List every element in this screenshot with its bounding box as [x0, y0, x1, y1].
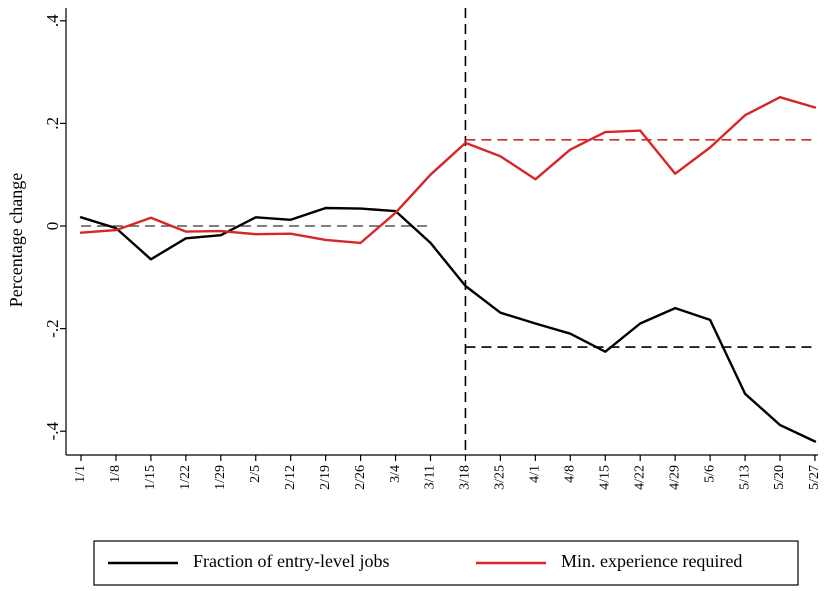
legend: Fraction of entry-level jobs Min. experi… — [93, 540, 799, 586]
x-tick-label: 4/22 — [632, 465, 647, 490]
x-tick-label: 4/29 — [667, 465, 682, 490]
y-tick-label: .2 — [43, 117, 62, 130]
x-axis: 1/1 1/8 1/15 1/22 1/29 2/5 2/12 2/19 2/26 3/4 3/11… — [73, 455, 822, 490]
x-tick-label: 1/22 — [178, 465, 193, 490]
x-tick-label: 5/6 — [702, 465, 717, 483]
reference-lines — [81, 8, 817, 455]
y-tick-label: .4 — [43, 14, 62, 27]
x-tick-label: 5/13 — [737, 465, 752, 490]
y-tick-label: -.2 — [43, 319, 62, 337]
legend-label-entry-level: Fraction of entry-level jobs — [193, 551, 389, 571]
series-line-min-experience — [79, 95, 817, 245]
x-tick-label: 1/8 — [108, 465, 123, 483]
y-axis: .4 .2 0 -.2 -.4 — [43, 14, 66, 440]
plot-frame — [65, 8, 818, 456]
x-tick-label: 5/20 — [772, 465, 787, 490]
legend-box — [93, 540, 799, 586]
legend-label-min-experience: Min. experience required — [561, 551, 742, 571]
x-tick-label: 1/15 — [143, 465, 158, 490]
x-tick-label: 2/5 — [248, 465, 263, 483]
y-tick-label: -.4 — [43, 421, 62, 440]
x-tick-label: 1/29 — [213, 465, 228, 490]
x-tick-label: 4/1 — [528, 465, 543, 483]
y-axis-label: Percentage change — [6, 173, 26, 307]
x-tick-label: 2/12 — [283, 465, 298, 490]
x-tick-label: 1/1 — [73, 465, 88, 483]
x-tick-label: 3/11 — [423, 465, 438, 489]
series-lines — [79, 95, 817, 443]
x-tick-label: 2/26 — [353, 465, 368, 490]
x-tick-label: 5/27 — [807, 465, 822, 490]
x-tick-label: 3/25 — [493, 465, 508, 490]
y-tick-label: 0 — [43, 222, 62, 231]
x-tick-label: 4/8 — [563, 465, 578, 483]
x-tick-label: 3/4 — [388, 465, 403, 483]
x-tick-label: 4/15 — [597, 465, 612, 490]
x-tick-label: 3/18 — [458, 465, 473, 490]
x-tick-label: 2/19 — [318, 465, 333, 490]
series-line-entry-level — [79, 206, 817, 443]
